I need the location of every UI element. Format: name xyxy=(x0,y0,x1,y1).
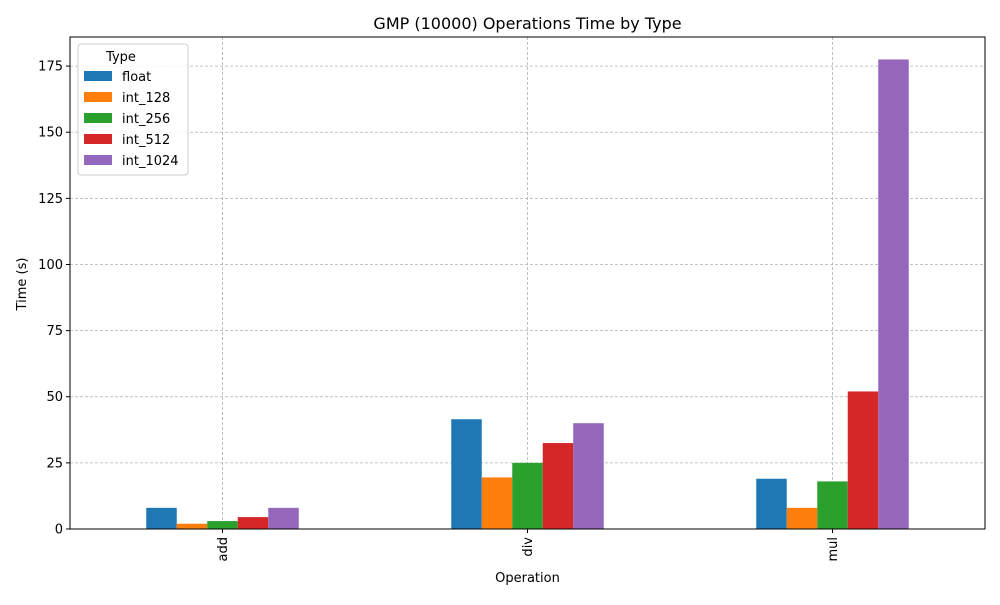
bar-int_1024-div xyxy=(573,423,604,529)
y-tick-label: 75 xyxy=(46,324,63,339)
legend-swatch-int_256 xyxy=(84,113,112,123)
bar-int_512-mul xyxy=(847,391,879,529)
bar-int_128-mul xyxy=(786,507,818,529)
legend-swatch-int_512 xyxy=(84,134,112,144)
legend-label-float: float xyxy=(122,70,151,85)
x-tick-label: add xyxy=(216,537,231,561)
plot-frame xyxy=(69,36,986,530)
x-tick-label: mul xyxy=(826,537,841,562)
x-tick-label: div xyxy=(521,537,536,557)
legend-label-int_128: int_128 xyxy=(122,91,170,106)
chart-title: GMP (10000) Operations Time by Type xyxy=(373,14,681,33)
y-tick-label: 0 xyxy=(55,523,63,538)
bar-float-mul xyxy=(756,478,787,529)
bar-float-add xyxy=(146,507,177,529)
y-tick-label: 175 xyxy=(38,60,63,75)
bar-int_1024-mul xyxy=(878,59,909,529)
bar-int_128-add xyxy=(176,523,208,529)
y-tick-label: 150 xyxy=(38,126,63,141)
bar-float-div xyxy=(451,419,482,529)
legend: Type float int_128 int_256 int_512 int_1024 xyxy=(77,43,189,176)
y-axis-label: Time (s) xyxy=(15,258,30,312)
bar-int_256-add xyxy=(207,521,238,529)
legend-label-int_1024: int_1024 xyxy=(122,154,179,169)
bar-int_256-div xyxy=(512,462,543,529)
bar-int_512-div xyxy=(542,443,574,529)
bar-int_512-add xyxy=(237,517,269,529)
y-tick-label: 25 xyxy=(46,456,63,471)
bar-int_128-div xyxy=(481,477,513,529)
bars xyxy=(146,59,909,529)
bar-int_256-mul xyxy=(817,481,848,529)
legend-title: Type xyxy=(105,50,136,65)
x-axis-label: Operation xyxy=(495,571,560,586)
legend-label-int_256: int_256 xyxy=(122,112,170,127)
legend-swatch-int_1024 xyxy=(84,155,112,165)
y-tick-label: 100 xyxy=(38,258,63,273)
legend-label-int_512: int_512 xyxy=(122,133,170,148)
grid xyxy=(70,37,985,530)
y-tick-label: 125 xyxy=(38,192,63,207)
y-tick-label: 50 xyxy=(46,390,63,405)
tick-labels: 0 25 50 75 100 125 150 175 add div mul xyxy=(38,60,841,562)
bar-int_1024-add xyxy=(268,507,299,529)
legend-swatch-int_128 xyxy=(84,92,112,102)
axes xyxy=(66,36,986,533)
legend-swatch-float xyxy=(84,71,112,81)
